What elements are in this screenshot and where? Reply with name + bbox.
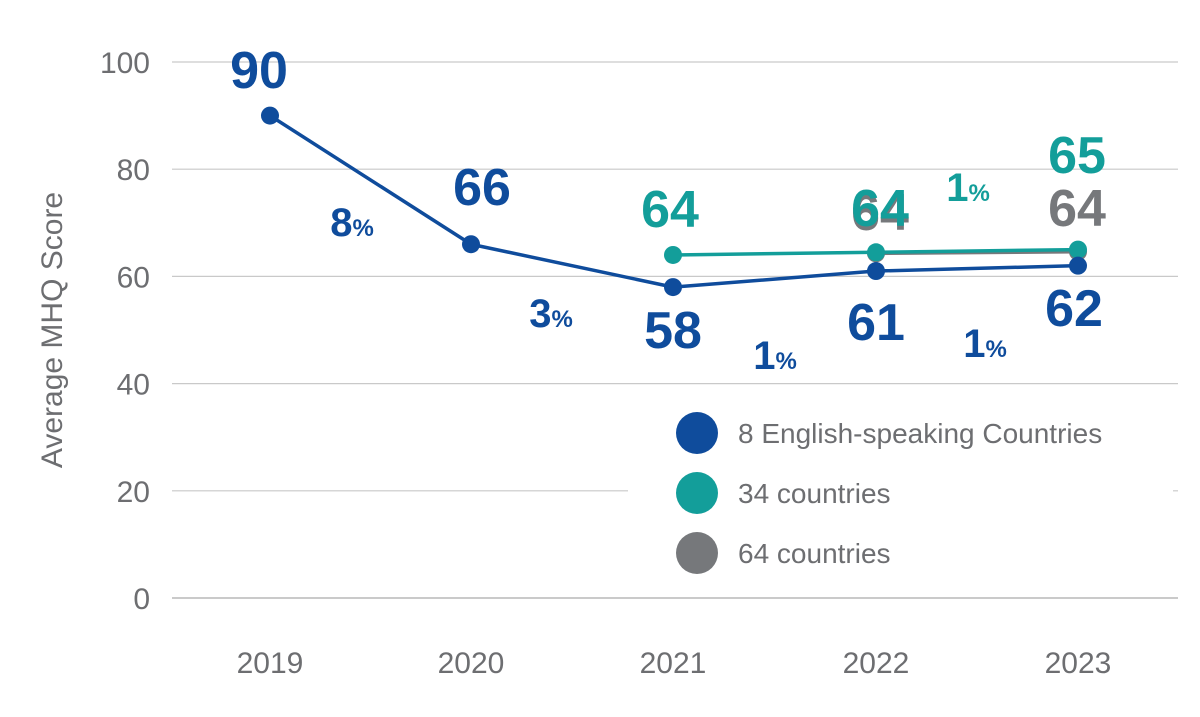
value-label-0-2022: 61 — [847, 294, 905, 352]
data-point-1-2022 — [867, 243, 885, 262]
y-tick-label-80: 80 — [117, 154, 150, 187]
x-tick-label-2022: 2022 — [843, 647, 910, 680]
legend-background — [628, 395, 1173, 595]
value-label-1-2022: 64 — [851, 180, 909, 238]
change-number: 1 — [963, 322, 985, 366]
change-number: 3 — [529, 292, 551, 336]
value-label-0-2023: 62 — [1045, 280, 1103, 338]
x-tick-label-2021: 2021 — [640, 647, 707, 680]
value-label-0-2021: 58 — [644, 302, 702, 360]
value-label-2-2022: 64 — [851, 184, 909, 242]
x-axis-ticks: 2019 2020 2021 2022 2023 — [237, 647, 1112, 680]
x-tick-label-2019: 2019 — [237, 647, 304, 680]
change-label-1: 3% — [529, 292, 573, 336]
legend-marker-0 — [676, 412, 718, 454]
legend-label-2: 64 countries — [738, 538, 891, 569]
y-tick-label-0: 0 — [133, 583, 150, 616]
change-unit: % — [968, 180, 989, 207]
series-points — [261, 106, 1087, 297]
change-number: 1 — [946, 166, 968, 210]
legend-label-0: 8 English-speaking Countries — [738, 418, 1102, 449]
change-label-2: 1% — [753, 334, 797, 378]
y-tick-label-20: 20 — [117, 476, 150, 509]
change-number: 8 — [330, 201, 352, 245]
legend-marker-1 — [676, 472, 718, 514]
value-label-1-2023: 65 — [1048, 127, 1106, 185]
legend-marker-2 — [676, 532, 718, 574]
y-tick-label-100: 100 — [100, 47, 150, 80]
x-tick-label-2020: 2020 — [438, 647, 505, 680]
data-point-0-2022 — [867, 262, 885, 281]
legend: 8 English-speaking Countries 34 countries… — [676, 412, 1102, 574]
gridlines — [172, 61, 1178, 599]
change-number: 1 — [753, 334, 775, 378]
data-point-1-2021 — [664, 245, 682, 264]
change-unit: % — [551, 306, 572, 333]
data-point-0-2021 — [664, 278, 682, 297]
change-unit: % — [985, 336, 1006, 363]
data-point-0-2023 — [1069, 256, 1087, 275]
change-label-3: 1% — [963, 322, 1007, 366]
change-unit: % — [775, 348, 796, 375]
value-label-2-2023: 64 — [1048, 180, 1106, 238]
data-point-0-2020 — [462, 235, 480, 254]
change-unit: % — [352, 215, 373, 242]
data-point-1-2023 — [1069, 240, 1087, 259]
change-label-0: 8% — [330, 201, 374, 245]
value-label-0-2020: 66 — [453, 159, 511, 217]
change-label-4: 1% — [946, 166, 990, 210]
data-point-0-2019 — [261, 106, 279, 125]
y-axis-ticks: 0 20 40 60 80 100 — [100, 47, 150, 616]
change-labels: 8%3%1% 1%1% — [330, 166, 1007, 378]
legend-label-1: 34 countries — [738, 478, 891, 509]
y-tick-label-40: 40 — [117, 369, 150, 402]
y-tick-label-60: 60 — [117, 261, 150, 294]
value-label-0-2019: 90 — [230, 42, 288, 100]
y-axis-title: Average MHQ Score — [36, 192, 69, 468]
x-tick-label-2023: 2023 — [1045, 647, 1112, 680]
value-label-1-2021: 64 — [641, 181, 699, 239]
